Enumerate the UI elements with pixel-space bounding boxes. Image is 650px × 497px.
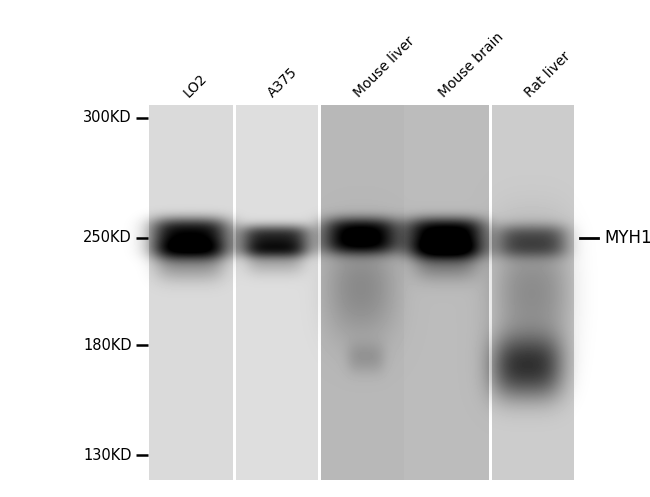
Text: Rat liver: Rat liver (522, 49, 573, 100)
Text: 130KD: 130KD (83, 447, 132, 463)
Text: A375: A375 (266, 65, 301, 100)
Text: LO2: LO2 (181, 71, 209, 100)
Text: 250KD: 250KD (83, 231, 132, 246)
Text: Mouse brain: Mouse brain (437, 30, 507, 100)
Text: 300KD: 300KD (83, 110, 132, 126)
Text: 180KD: 180KD (83, 337, 132, 352)
Text: MYH11: MYH11 (604, 229, 650, 247)
Text: Mouse liver: Mouse liver (351, 34, 417, 100)
